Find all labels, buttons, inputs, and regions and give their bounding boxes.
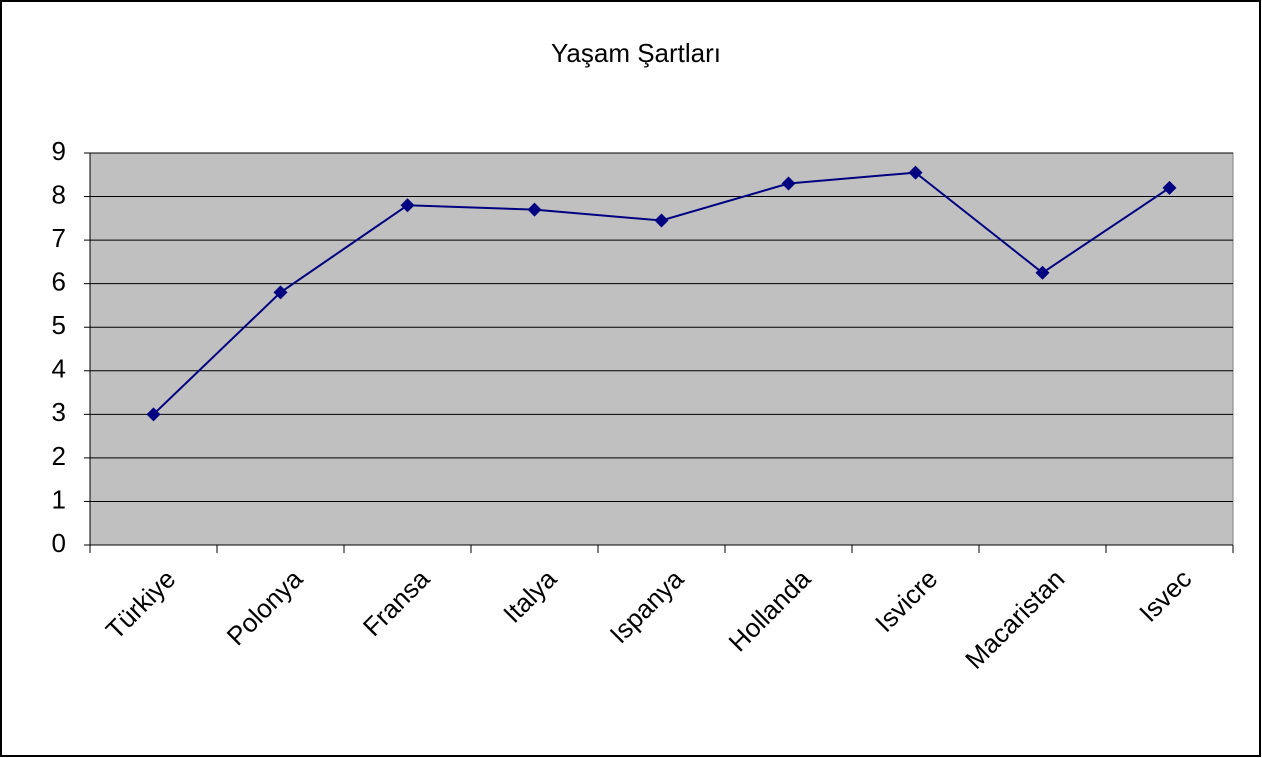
- data-marker: [1035, 265, 1050, 280]
- y-tick-label: 3: [52, 397, 66, 427]
- y-tick-label: 5: [52, 310, 66, 340]
- y-tick-label: 0: [52, 528, 66, 558]
- data-marker: [527, 202, 542, 217]
- y-tick-label: 1: [52, 484, 66, 514]
- y-tick-label: 9: [52, 136, 66, 166]
- data-marker: [146, 407, 161, 422]
- chart-title: Yaşam Şartları: [551, 38, 721, 68]
- data-marker: [1162, 180, 1177, 195]
- data-marker: [908, 165, 923, 180]
- y-tick-label: 6: [52, 267, 66, 297]
- y-tick-label: 7: [52, 223, 66, 253]
- data-marker: [273, 285, 288, 300]
- data-marker: [781, 176, 796, 191]
- plot-area: [89, 152, 1234, 546]
- y-tick-label: 4: [52, 354, 66, 384]
- data-marker: [400, 198, 415, 213]
- y-tick-label: 2: [52, 441, 66, 471]
- data-marker: [654, 213, 669, 228]
- y-tick-label: 8: [52, 179, 66, 209]
